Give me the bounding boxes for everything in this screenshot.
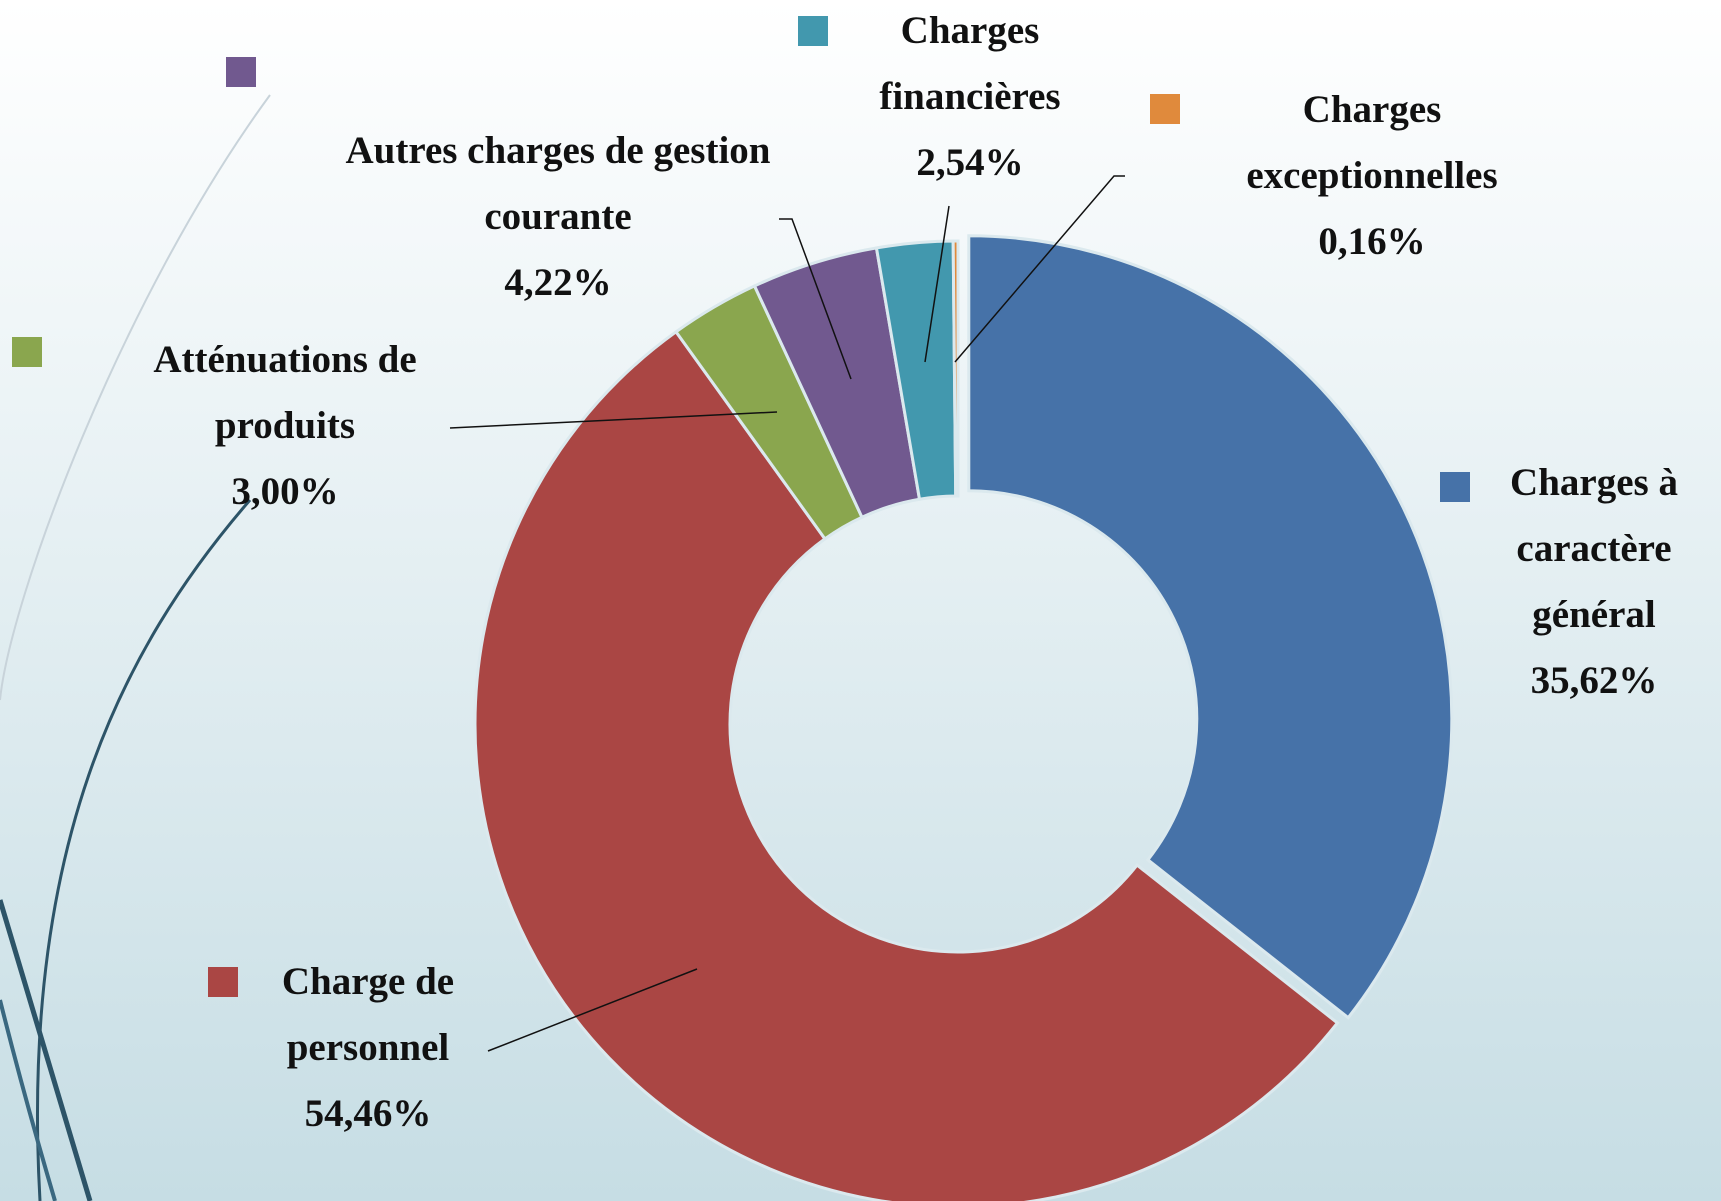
slices — [473, 234, 1454, 1201]
category-name: Autres charges de gestion courante — [345, 129, 771, 238]
slice — [967, 234, 1454, 1020]
decoration — [0, 94, 271, 1201]
data-label: Charges financières 2,54% — [835, 0, 1105, 196]
category-name: Charge de personnel — [281, 960, 455, 1069]
data-label: Atténuations de produits 3,00% — [100, 327, 470, 525]
slice — [473, 329, 1340, 1201]
slice — [951, 239, 960, 498]
category-name: Atténuations de produits — [153, 338, 417, 447]
value-label: 3,00% — [231, 470, 339, 513]
legend-square — [1150, 94, 1180, 124]
legend-square — [12, 337, 42, 367]
category-name: Charges financières — [879, 9, 1061, 118]
legend-square — [226, 57, 256, 87]
leader-lines — [449, 175, 1125, 1052]
value-label: 35,62% — [1530, 659, 1658, 702]
category-name: Charges exceptionnelles — [1246, 88, 1498, 197]
value-label: 54,46% — [304, 1092, 432, 1135]
value-label: 2,54% — [916, 141, 1024, 184]
data-label: Charges exceptionnelles 0,16% — [1182, 77, 1562, 275]
data-label: Charge de personnel 54,46% — [248, 949, 488, 1147]
category-name: Charges à caractère général — [1510, 461, 1678, 636]
legend-square — [1440, 472, 1470, 502]
value-label: 4,22% — [504, 261, 612, 304]
data-label: Charges à caractère général 35,62% — [1479, 450, 1709, 714]
data-label: Autres charges de gestion courante 4,22% — [288, 118, 828, 316]
legend-square — [208, 967, 238, 997]
legend-square — [798, 16, 828, 46]
value-label: 0,16% — [1318, 220, 1426, 263]
